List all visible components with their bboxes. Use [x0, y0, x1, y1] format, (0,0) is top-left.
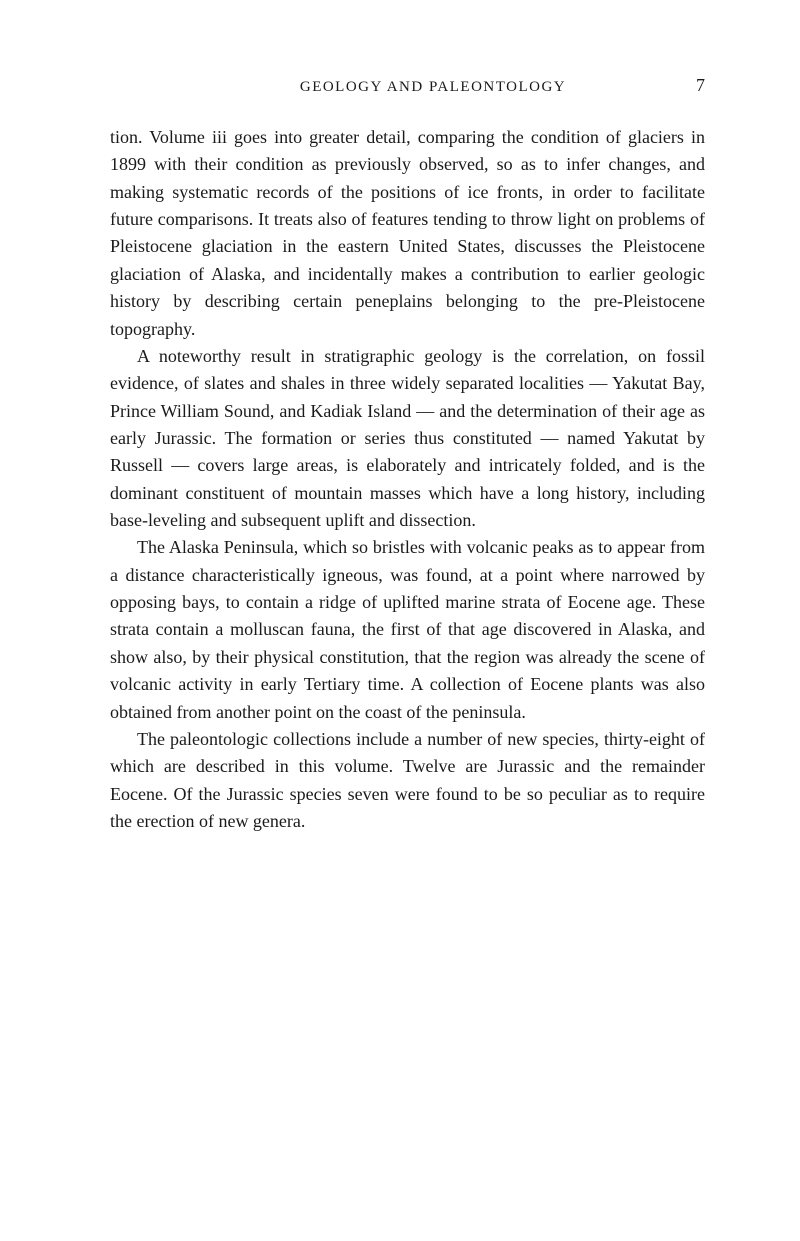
paragraph-2: A noteworthy result in stratigraphic geo…: [110, 343, 705, 535]
body-text: tion. Volume iii goes into greater detai…: [110, 124, 705, 835]
page-header: GEOLOGY AND PALEONTOLOGY 7: [110, 75, 705, 96]
paragraph-4: The paleontologic collections include a …: [110, 726, 705, 835]
page-number: 7: [696, 75, 705, 96]
running-title: GEOLOGY AND PALEONTOLOGY: [170, 79, 696, 96]
paragraph-1: tion. Volume iii goes into greater detai…: [110, 124, 705, 343]
paragraph-3: The Alaska Peninsula, which so bristles …: [110, 534, 705, 726]
